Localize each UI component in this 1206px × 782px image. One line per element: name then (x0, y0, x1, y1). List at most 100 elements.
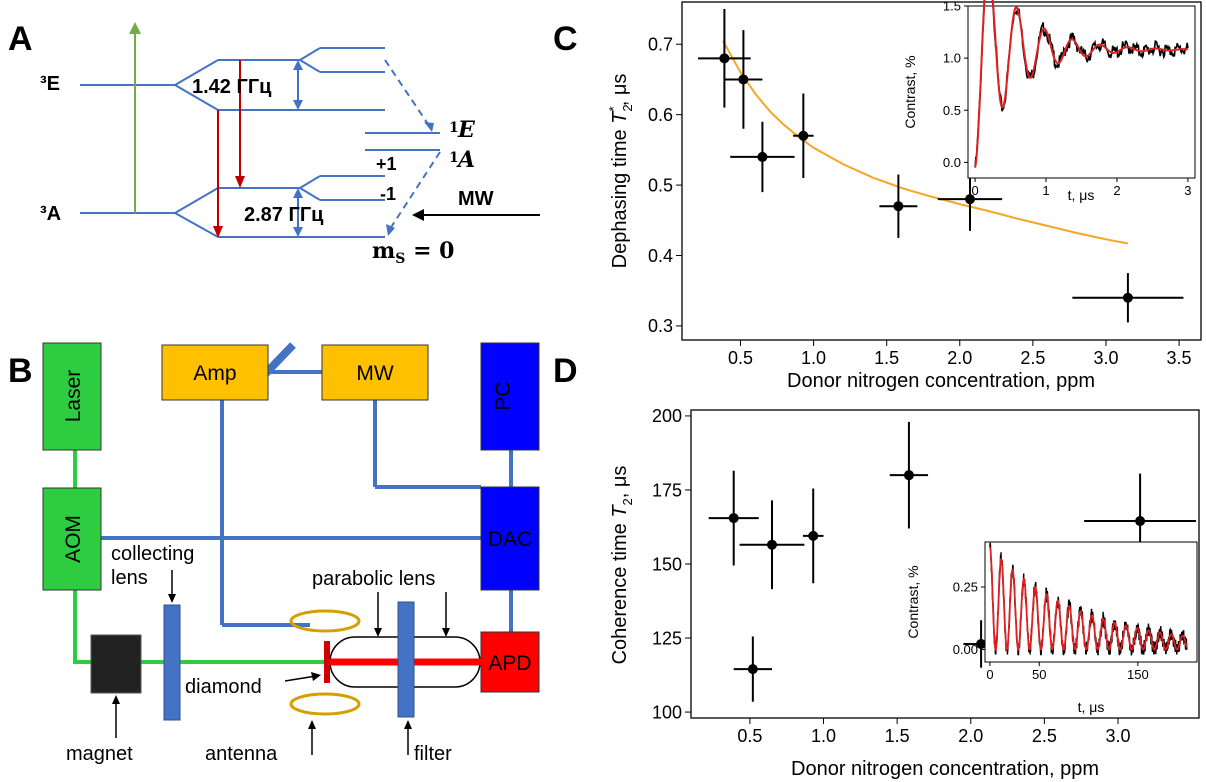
diamond-label: diamond (185, 676, 262, 698)
x-tick-label: 1.0 (801, 348, 826, 368)
magnet (90, 634, 142, 694)
d-inset-x-ticks: 0 50 150 (986, 662, 1149, 682)
x-tick-label: 3.0 (1093, 348, 1118, 368)
pointer-arrows (115, 570, 447, 755)
y-tick-label: 0.7 (648, 35, 673, 55)
excited-state-label: ³E (40, 73, 60, 95)
data-marker (965, 194, 976, 205)
ms-zero-label: mS = 0 (372, 238, 454, 267)
x-tick-label: 3.5 (1167, 348, 1192, 368)
x-tick-label: 1 (1042, 183, 1049, 198)
y-tick-label: 0.6 (648, 105, 673, 125)
parabolic-lens (329, 636, 481, 688)
c-x-ticks: 0.5 1.0 1.5 2.0 2.5 3.0 3.5 (728, 340, 1192, 368)
d-data-points (708, 421, 1197, 702)
x-tick-label: 1.0 (811, 726, 836, 746)
y-tick-label: 0.3 (648, 316, 673, 336)
c-inset-y-label: Contrast, % (902, 55, 918, 128)
singlet-lower-label: A (456, 147, 475, 173)
level-arrowheads (293, 60, 434, 237)
c-data-points (698, 9, 1184, 323)
excited-splitting-label: 1.42 ГГц (192, 76, 272, 98)
aom-label: AOM (62, 515, 85, 563)
mw-label: MW (458, 188, 494, 210)
d-inset-frame (984, 541, 1198, 663)
panel-b-label: B (8, 352, 33, 390)
panel-b: B Laser AOM Amp MW PC (8, 342, 540, 765)
data-marker (1135, 516, 1146, 527)
x-tick-label: 3.0 (1105, 726, 1130, 746)
data-marker (757, 151, 768, 162)
x-tick-label: 0 (986, 667, 993, 682)
y-tick-label: 0.00 (953, 642, 978, 657)
data-marker (728, 513, 739, 524)
data-marker (747, 664, 758, 675)
antenna-ring-bottom (289, 692, 361, 716)
panel-c: C 0.5 1.0 1.5 2.0 2.5 3.0 3.5 0.30.40.50.60.7 … (553, 0, 1202, 392)
collecting-lens-label-1: collecting (111, 543, 194, 565)
wires (101, 370, 513, 632)
c-plot-frame (681, 1, 1202, 341)
data-marker (976, 638, 987, 649)
mw-block (321, 344, 429, 401)
ground-splitting-label: 2.87 ГГц (244, 204, 324, 226)
data-point (698, 9, 751, 108)
c-x-axis-label: Donor nitrogen concentration, ppm (787, 370, 1095, 392)
c-inset-fit-trace (974, 0, 1189, 168)
c-inset-y-ticks: 0.0 0.5 1.0 1.5 (943, 0, 968, 170)
apd-label: APD (488, 652, 531, 675)
x-tick-label: 2 (1113, 183, 1120, 198)
aom-block (42, 487, 102, 591)
y-tick-label: 0.5 (648, 175, 673, 195)
data-point (724, 30, 763, 129)
singlet-upper-sup: 1 (449, 120, 459, 136)
pointer-arrowheads (112, 594, 450, 729)
diamond (324, 641, 330, 683)
singlet-upper-label: E (457, 117, 476, 143)
singlet-lower-sup: 1 (449, 150, 459, 166)
data-point (708, 470, 759, 566)
panel-a: A (8, 20, 540, 267)
c-inset-x-ticks: 0 1 2 3 (971, 178, 1192, 198)
x-tick-label: 0.5 (737, 726, 762, 746)
d-inset-y-label: Contrast, % (905, 565, 921, 638)
ground-state-label: ³A (40, 203, 61, 225)
x-tick-label: 1.5 (885, 726, 910, 746)
data-point (1072, 273, 1184, 323)
pc-block (480, 342, 540, 451)
panel-d: D 0.5 1.0 1.5 2.0 2.5 3.0 100 125 150 175 200 Don… (553, 352, 1200, 780)
mw-arrowhead (412, 209, 424, 221)
laser-block (42, 342, 102, 451)
data-marker (738, 74, 749, 85)
emission-arrowhead (235, 176, 245, 188)
y-tick-label: 175 (652, 480, 682, 500)
ms-minus-label: -1 (380, 184, 396, 204)
laser-label: Laser (62, 370, 85, 423)
c-inset-frame (967, 5, 1196, 179)
collecting-lens (163, 604, 181, 721)
data-point (889, 421, 929, 529)
collecting-lens-label-2: lens (111, 567, 148, 589)
apd-block (480, 631, 540, 693)
amp-block (161, 344, 269, 401)
data-marker (903, 470, 914, 481)
dac-block (480, 486, 540, 591)
amp-label: Amp (193, 362, 236, 385)
data-point (802, 488, 824, 584)
data-marker (1122, 292, 1133, 303)
y-tick-label: 150 (652, 554, 682, 574)
filter-label: filter (414, 743, 452, 765)
data-point (730, 121, 795, 193)
c-y-axis-label: Dephasing time T2*, μs (606, 74, 635, 269)
emission-arrowhead (213, 226, 223, 238)
panel-c-label: C (553, 20, 578, 58)
data-marker (808, 530, 819, 541)
mw-block-label: MW (356, 362, 393, 385)
d-inset-fit-trace (989, 546, 1188, 652)
y-tick-label: 1.0 (943, 51, 961, 66)
panel-a-label: A (8, 20, 33, 58)
data-marker (719, 53, 730, 64)
y-tick-label: 0.0 (943, 155, 961, 170)
d-x-axis-label: Donor nitrogen concentration, ppm (791, 758, 1099, 780)
antenna-label: antenna (205, 743, 278, 765)
